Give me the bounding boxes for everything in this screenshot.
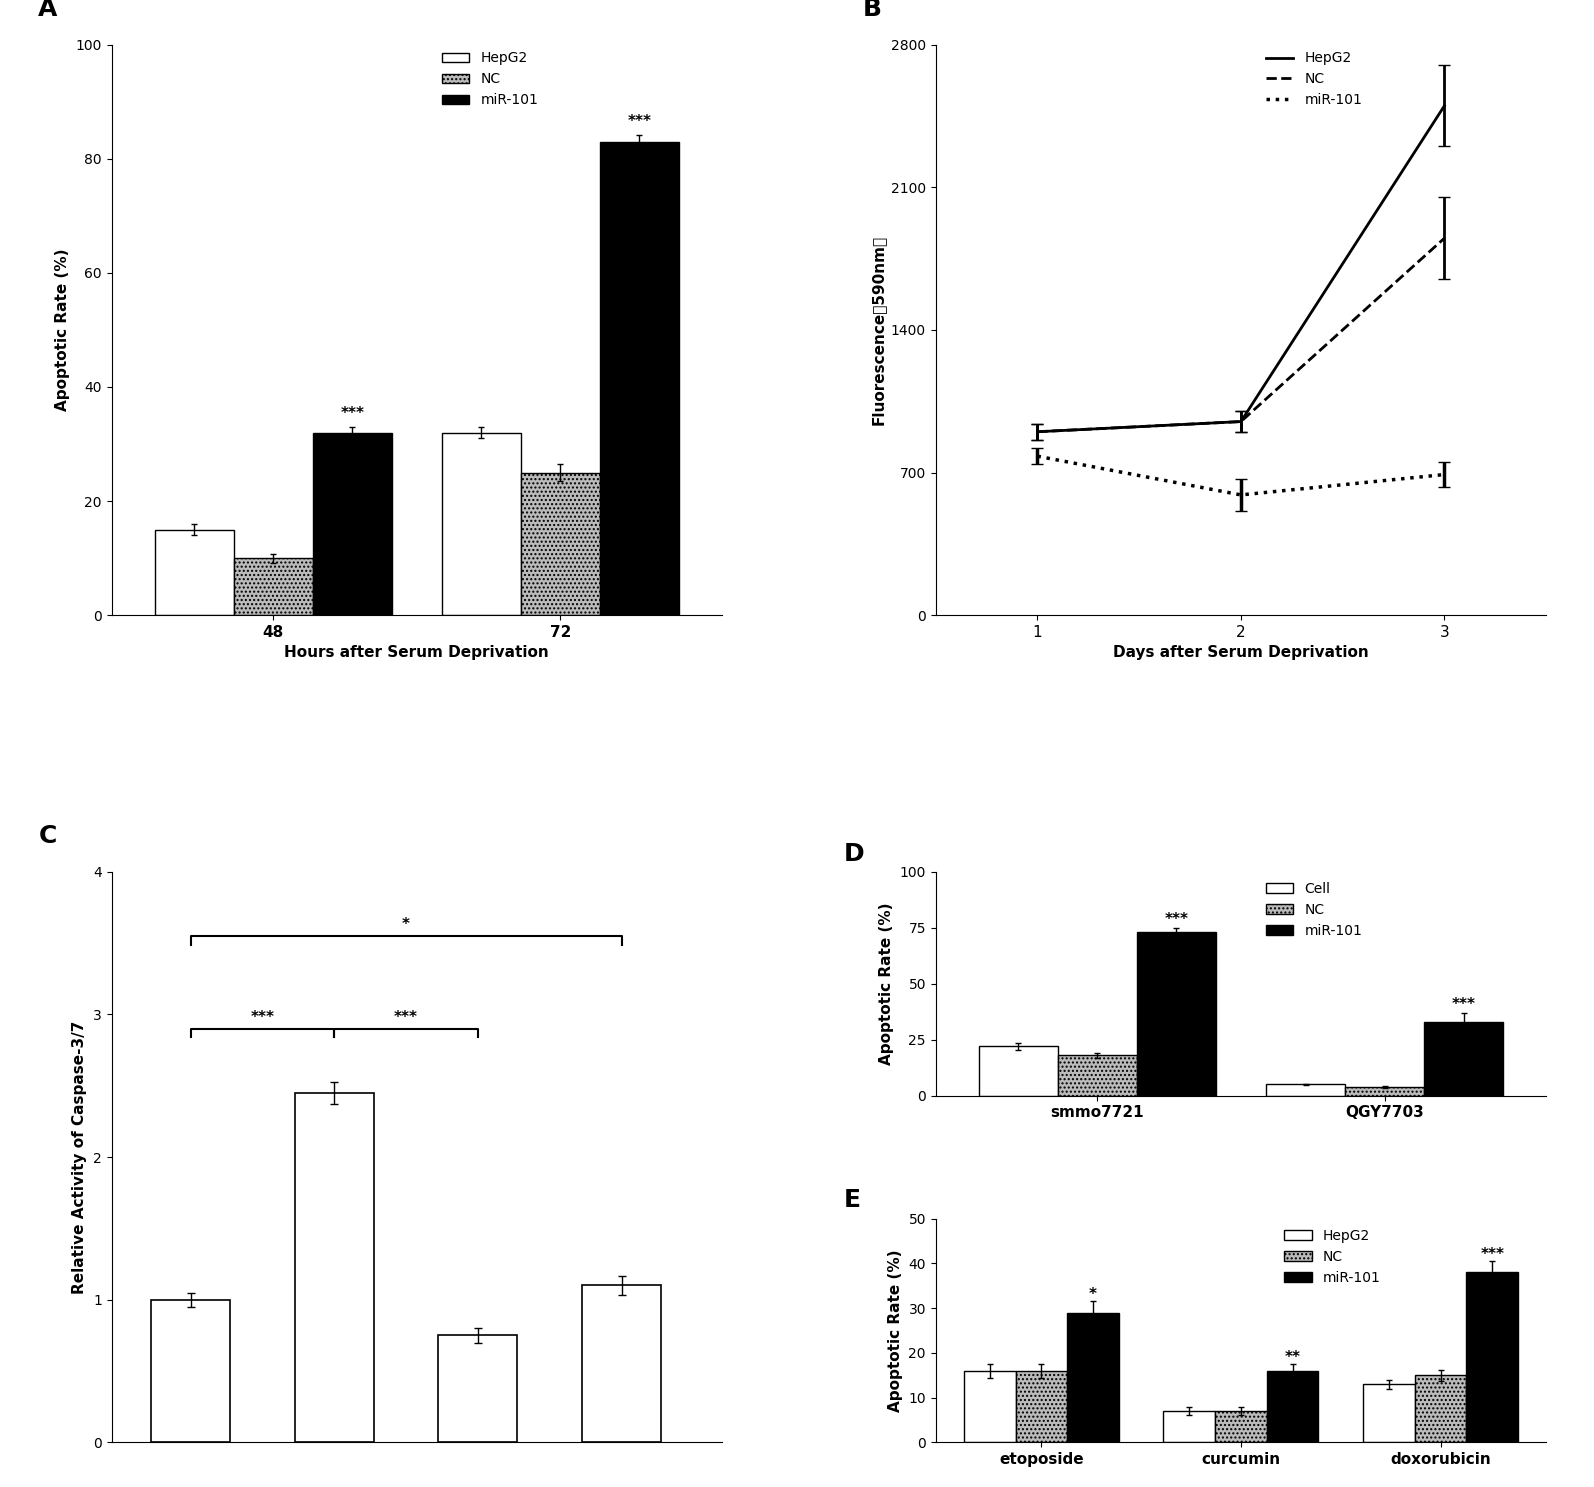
Bar	[1363, 1384, 1415, 1442]
Text: A: A	[38, 0, 57, 21]
Y-axis label: Relative Activity of Caspase-3/7: Relative Activity of Caspase-3/7	[72, 1020, 88, 1294]
Text: **: **	[1285, 1350, 1301, 1365]
Bar	[442, 433, 521, 616]
Bar	[1466, 1273, 1517, 1442]
Text: *: *	[1089, 1288, 1097, 1303]
Bar	[438, 1335, 518, 1442]
Bar	[1068, 1313, 1119, 1442]
Bar	[295, 1093, 373, 1442]
Bar	[155, 529, 234, 616]
Y-axis label: Apoptotic Rate (%): Apoptotic Rate (%)	[878, 903, 894, 1065]
X-axis label: Hours after Serum Deprivation: Hours after Serum Deprivation	[284, 645, 550, 660]
Text: ***: ***	[340, 406, 363, 421]
Text: D: D	[845, 842, 866, 865]
Text: E: E	[845, 1188, 861, 1212]
Text: ***: ***	[1481, 1248, 1505, 1262]
Text: ***: ***	[1164, 913, 1188, 928]
Bar	[599, 141, 679, 616]
Text: ***: ***	[394, 1010, 418, 1025]
Text: ***: ***	[250, 1010, 274, 1025]
Bar	[1345, 1087, 1423, 1096]
Bar	[979, 1047, 1058, 1096]
Y-axis label: Apoptotic Rate (%): Apoptotic Rate (%)	[888, 1249, 902, 1411]
Legend: HepG2, NC, miR-101: HepG2, NC, miR-101	[1261, 46, 1368, 113]
Bar	[151, 1300, 230, 1442]
X-axis label: Days after Serum Deprivation: Days after Serum Deprivation	[1113, 645, 1369, 660]
Bar	[1215, 1411, 1267, 1442]
Text: B: B	[862, 0, 881, 21]
Bar	[582, 1285, 662, 1442]
Bar	[1423, 1022, 1503, 1096]
Bar	[1415, 1375, 1466, 1442]
Bar	[1164, 1411, 1215, 1442]
Bar	[312, 433, 392, 616]
Bar	[1137, 932, 1216, 1096]
Legend: Cell, NC, miR-101: Cell, NC, miR-101	[1261, 876, 1368, 944]
Bar	[1266, 1084, 1345, 1096]
Text: *: *	[402, 917, 410, 932]
Y-axis label: Apoptotic Rate (%): Apoptotic Rate (%)	[54, 248, 70, 410]
Legend: HepG2, NC, miR-101: HepG2, NC, miR-101	[1278, 1224, 1387, 1291]
Text: ***: ***	[628, 114, 652, 129]
Bar	[234, 558, 312, 616]
Bar	[1015, 1371, 1068, 1442]
Bar	[1058, 1056, 1137, 1096]
Y-axis label: Fluorescence（590nm）: Fluorescence（590nm）	[870, 235, 885, 425]
Bar	[964, 1371, 1015, 1442]
Text: ***: ***	[1452, 998, 1476, 1013]
Legend: HepG2, NC, miR-101: HepG2, NC, miR-101	[437, 46, 544, 113]
Bar	[1267, 1371, 1318, 1442]
Bar	[521, 473, 599, 616]
Text: C: C	[38, 824, 57, 849]
